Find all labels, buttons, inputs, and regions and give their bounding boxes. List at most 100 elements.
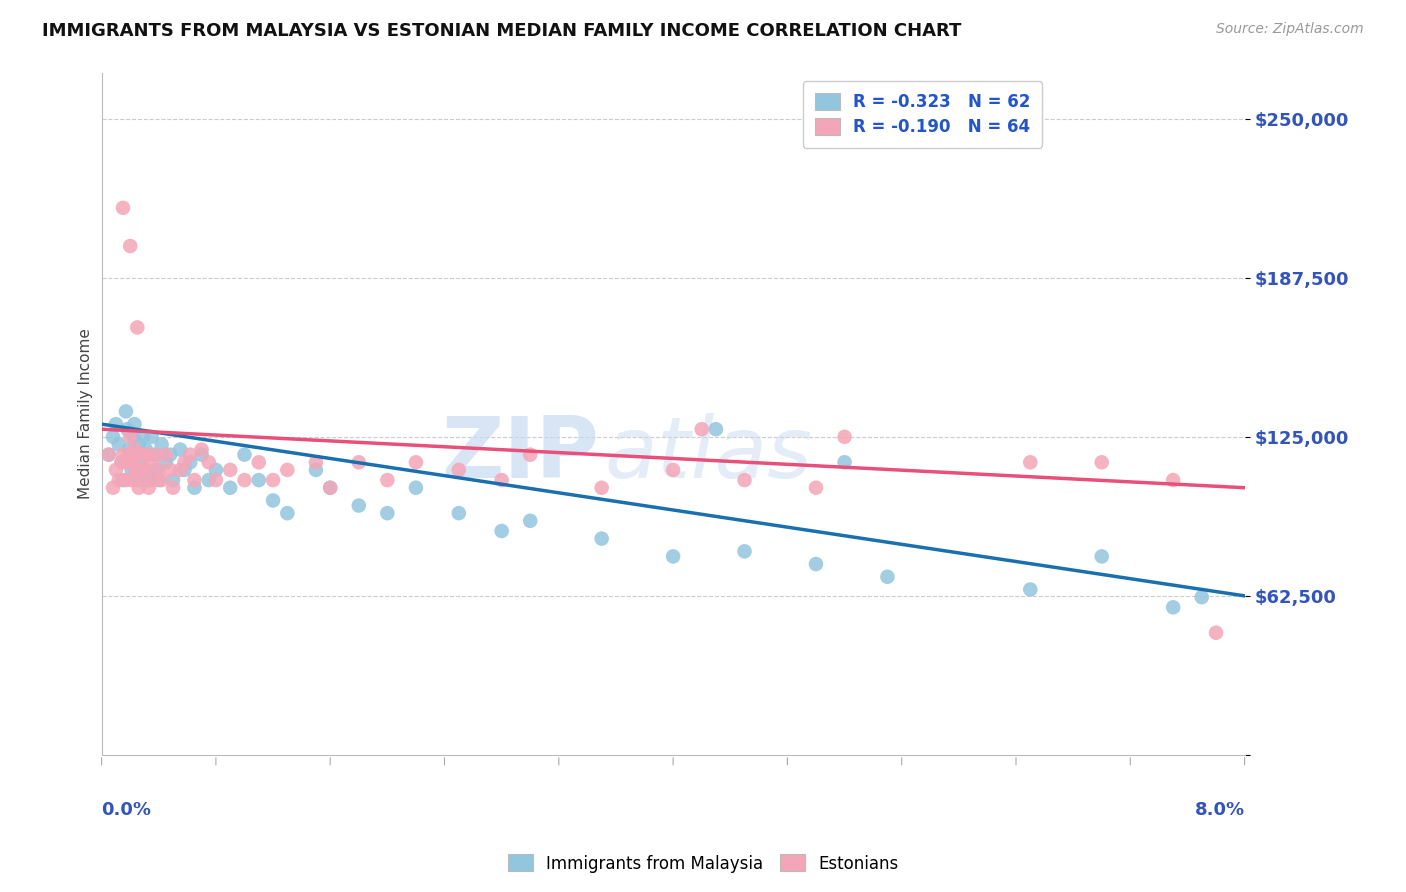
- Point: [107, 437, 129, 451]
- Point: [131, 448, 153, 462]
- Point: [148, 463, 170, 477]
- Point: [662, 549, 685, 564]
- Point: [247, 473, 270, 487]
- Point: [129, 463, 152, 477]
- Point: [150, 437, 173, 451]
- Point: [128, 437, 150, 451]
- Point: [107, 473, 129, 487]
- Point: [155, 448, 177, 462]
- Point: [1091, 455, 1114, 469]
- Point: [247, 455, 270, 469]
- Point: [447, 463, 470, 477]
- Point: [127, 448, 149, 462]
- Point: [125, 463, 148, 477]
- Point: [169, 442, 191, 457]
- Point: [101, 430, 124, 444]
- Point: [305, 463, 328, 477]
- Point: [190, 448, 212, 462]
- Point: [115, 473, 138, 487]
- Point: [131, 448, 153, 462]
- Point: [519, 448, 541, 462]
- Point: [112, 473, 135, 487]
- Point: [125, 448, 148, 462]
- Point: [262, 473, 284, 487]
- Point: [197, 473, 219, 487]
- Point: [141, 455, 163, 469]
- Point: [179, 448, 201, 462]
- Point: [132, 473, 155, 487]
- Point: [1161, 473, 1184, 487]
- Point: [117, 422, 139, 436]
- Point: [97, 448, 120, 462]
- Point: [319, 481, 342, 495]
- Point: [135, 463, 157, 477]
- Point: [120, 430, 142, 444]
- Point: [138, 481, 160, 495]
- Point: [262, 493, 284, 508]
- Point: [134, 448, 156, 462]
- Point: [97, 448, 120, 462]
- Point: [120, 239, 142, 253]
- Point: [662, 463, 685, 477]
- Point: [120, 448, 142, 462]
- Point: [405, 455, 427, 469]
- Point: [159, 448, 181, 462]
- Point: [876, 570, 898, 584]
- Point: [734, 473, 756, 487]
- Point: [118, 448, 141, 462]
- Point: [145, 463, 167, 477]
- Point: [132, 430, 155, 444]
- Point: [179, 455, 201, 469]
- Point: [734, 544, 756, 558]
- Point: [143, 473, 166, 487]
- Point: [491, 524, 513, 538]
- Point: [591, 532, 613, 546]
- Point: [118, 442, 141, 457]
- Point: [305, 455, 328, 469]
- Point: [104, 417, 127, 431]
- Point: [219, 463, 242, 477]
- Point: [121, 463, 143, 477]
- Point: [141, 430, 163, 444]
- Point: [347, 455, 370, 469]
- Point: [375, 506, 398, 520]
- Point: [197, 455, 219, 469]
- Point: [183, 473, 205, 487]
- Point: [136, 448, 159, 462]
- Point: [1091, 549, 1114, 564]
- Point: [804, 557, 827, 571]
- Point: [159, 463, 181, 477]
- Point: [233, 448, 256, 462]
- Point: [1191, 590, 1213, 604]
- Point: [155, 455, 177, 469]
- Point: [173, 455, 195, 469]
- Point: [129, 455, 152, 469]
- Point: [169, 463, 191, 477]
- Point: [447, 506, 470, 520]
- Point: [122, 430, 145, 444]
- Point: [190, 442, 212, 457]
- Point: [1019, 455, 1042, 469]
- Point: [162, 473, 184, 487]
- Point: [127, 320, 149, 334]
- Point: [134, 463, 156, 477]
- Point: [121, 473, 143, 487]
- Point: [405, 481, 427, 495]
- Point: [690, 422, 713, 436]
- Point: [128, 481, 150, 495]
- Point: [519, 514, 541, 528]
- Point: [104, 463, 127, 477]
- Point: [375, 473, 398, 487]
- Point: [1205, 625, 1227, 640]
- Text: 0.0%: 0.0%: [101, 801, 152, 819]
- Point: [122, 455, 145, 469]
- Point: [219, 481, 242, 495]
- Text: ZIP: ZIP: [441, 413, 599, 496]
- Text: atlas: atlas: [605, 413, 813, 496]
- Point: [205, 473, 228, 487]
- Point: [148, 473, 170, 487]
- Point: [117, 455, 139, 469]
- Point: [491, 473, 513, 487]
- Point: [347, 499, 370, 513]
- Point: [834, 455, 856, 469]
